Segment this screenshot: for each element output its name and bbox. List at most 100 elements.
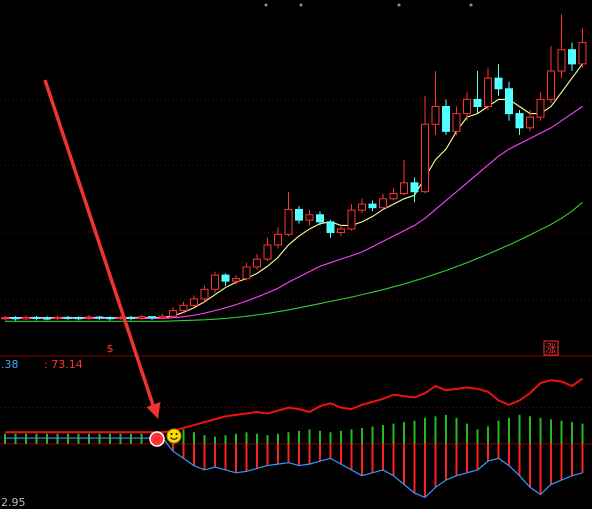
histogram-bar — [298, 443, 300, 466]
histogram-bar — [392, 423, 395, 444]
indicator-value: : 73.14 — [44, 358, 83, 371]
marker: 涨 — [546, 342, 557, 355]
histogram-bar — [445, 443, 447, 481]
histogram-bar — [298, 430, 300, 444]
candle-body — [494, 77, 503, 90]
histogram-bar — [350, 443, 353, 470]
histogram-bar — [245, 443, 248, 472]
histogram-bar — [508, 417, 510, 444]
histogram-bar — [98, 433, 101, 444]
histogram-bar — [319, 430, 321, 444]
candle-body — [505, 88, 513, 115]
candle-body — [295, 208, 303, 221]
histogram-bar — [550, 419, 552, 444]
candle-body — [484, 77, 492, 107]
histogram-bar — [518, 443, 521, 476]
candle-body — [169, 310, 177, 317]
candle-body — [410, 182, 419, 193]
histogram-bar — [130, 433, 132, 444]
histogram-bar — [508, 443, 510, 466]
candle-body — [22, 316, 30, 320]
candle-body — [400, 182, 408, 194]
candle-body — [148, 316, 156, 319]
histogram-bar — [235, 443, 237, 473]
histogram-bar — [319, 443, 321, 462]
histogram-bar — [392, 443, 395, 476]
signal-icon — [149, 431, 165, 447]
candle-body — [431, 106, 440, 125]
candle-body — [515, 113, 524, 129]
histogram-bar — [25, 433, 27, 444]
histogram-bar — [371, 443, 374, 473]
histogram-bar — [487, 426, 489, 444]
histogram-bar — [172, 443, 174, 452]
histogram-bar — [413, 420, 416, 444]
histogram-bar — [266, 435, 269, 444]
histogram-bar — [203, 443, 206, 470]
histogram-bar — [340, 430, 342, 444]
histogram-bar — [434, 416, 437, 444]
candle-body — [358, 203, 366, 211]
candle-body — [568, 49, 576, 65]
histogram-bar — [434, 443, 437, 488]
histogram-bar — [476, 429, 479, 444]
candle-body — [232, 278, 240, 282]
histogram-bar — [214, 436, 216, 444]
histogram-bar — [340, 443, 342, 465]
candle-body — [179, 304, 188, 312]
candle-body — [1, 317, 9, 320]
histogram-bar — [224, 435, 227, 444]
candle-body — [190, 298, 198, 306]
histogram-bar — [109, 433, 111, 444]
candle-body — [547, 70, 555, 100]
candle-body — [463, 98, 471, 115]
histogram-bar — [193, 443, 195, 466]
histogram-bar — [571, 443, 573, 476]
histogram-bar — [466, 423, 468, 444]
histogram-bar — [560, 443, 563, 481]
indicator-label: .38 — [1, 358, 19, 371]
marker-box — [543, 340, 559, 356]
histogram-bar — [455, 417, 458, 444]
arrow-head — [146, 402, 161, 419]
histogram-bar — [529, 416, 531, 444]
dot — [469, 3, 473, 7]
histogram-bar — [245, 432, 248, 444]
histogram-bar — [560, 420, 563, 444]
histogram-bar — [476, 443, 479, 470]
candle-body — [442, 106, 450, 132]
histogram-bar — [266, 443, 269, 466]
histogram-bar — [350, 429, 353, 444]
histogram-bar — [487, 443, 489, 462]
histogram-bar — [277, 433, 279, 444]
candle-body — [53, 316, 62, 319]
histogram-bar — [35, 433, 38, 444]
histogram-bar — [14, 433, 17, 444]
histogram-bar — [4, 433, 6, 444]
candle-body — [337, 228, 345, 234]
histogram-bar — [413, 443, 416, 494]
candle-body — [137, 316, 146, 319]
histogram-bar — [182, 443, 185, 459]
candle-body — [211, 274, 219, 290]
candle-body — [274, 233, 282, 246]
histogram-bar — [67, 433, 69, 444]
histogram-bar — [466, 443, 468, 473]
histogram-bar — [308, 443, 311, 465]
candle-body — [347, 209, 356, 230]
histogram-bar — [193, 432, 195, 444]
candle-body — [379, 198, 387, 209]
axis-value: 2.95 — [1, 496, 26, 509]
candle-body — [305, 214, 314, 221]
candle-body — [32, 316, 41, 319]
histogram-bar — [571, 422, 573, 444]
histogram-bar — [371, 426, 374, 444]
top-dots — [264, 3, 473, 7]
histogram-bar — [382, 425, 384, 444]
candle-body — [578, 42, 587, 65]
candle-body — [221, 274, 230, 282]
histogram-bar — [361, 427, 363, 444]
candle-body — [11, 317, 20, 320]
histogram-bar — [329, 443, 332, 459]
